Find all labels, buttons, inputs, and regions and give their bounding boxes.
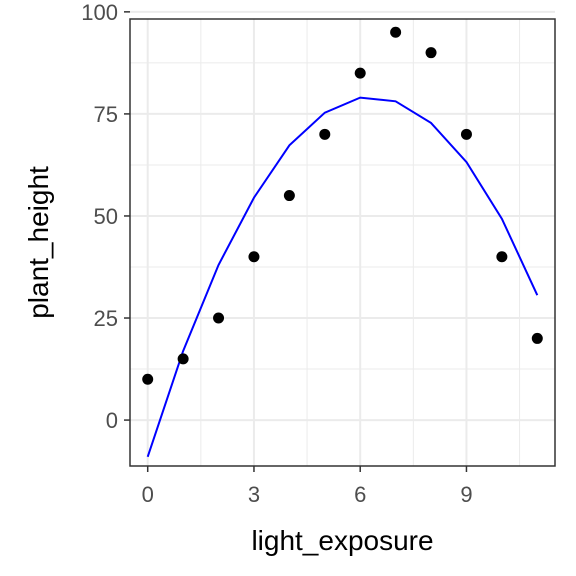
data-point [142, 373, 154, 385]
panel-background [130, 19, 555, 466]
data-point [248, 251, 260, 263]
fitted-curve-line [146, 96, 539, 458]
data-point [425, 47, 437, 59]
series-layer [142, 26, 543, 458]
y-tick-label: 0 [106, 408, 118, 433]
data-point [460, 128, 472, 140]
x-tick-labels: 0 3 6 9 [142, 482, 473, 507]
data-point [354, 67, 366, 79]
x-tick-label: 9 [460, 482, 472, 507]
grid-major [130, 10, 555, 466]
y-tick-label: 50 [94, 204, 118, 229]
x-tick-label: 0 [142, 482, 154, 507]
y-tick-label: 75 [94, 102, 118, 127]
x-tick-label: 6 [354, 482, 366, 507]
data-point [319, 128, 331, 140]
data-point [213, 312, 225, 324]
data-point [177, 353, 189, 365]
y-axis-title: plant_height [23, 166, 54, 319]
panel-border [129, 18, 556, 467]
x-tick-label: 3 [248, 482, 260, 507]
y-tick-label: 100 [81, 0, 118, 25]
y-tick-labels: 0 25 50 75 100 [81, 0, 118, 433]
axis-ticks [124, 11, 468, 472]
data-point [531, 332, 543, 344]
data-point [496, 251, 508, 263]
data-point [283, 190, 295, 202]
grid-minor [130, 19, 555, 466]
data-point [390, 26, 402, 38]
y-tick-label: 25 [94, 306, 118, 331]
x-axis-title: light_exposure [251, 525, 433, 556]
